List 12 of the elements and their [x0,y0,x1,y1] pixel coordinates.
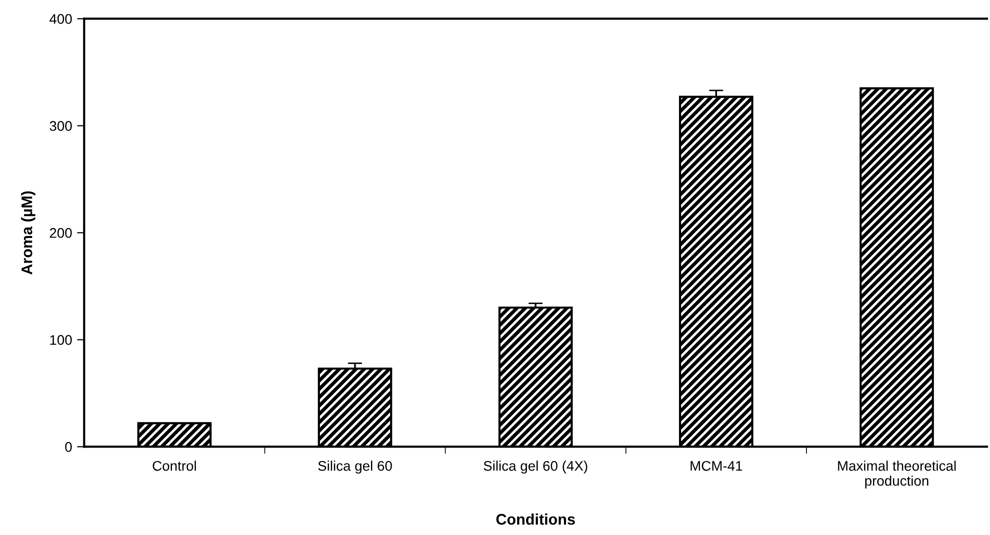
y-axis-title: Aroma (µM) [21,191,36,275]
y-tick-label: 100 [50,335,72,345]
x-tick-label: MCM-41 [690,460,742,471]
y-tick-label: 400 [49,14,72,24]
x-tick-label: Silica gel 60 (4X) [484,460,588,474]
y-tick-label: 0 [65,442,72,452]
x-tick-label: Control [152,460,196,471]
x-tick-label: Silica gel 60 [318,460,392,474]
y-tick-label: 300 [50,121,72,131]
x-tick-label: Maximal theoretical production [838,460,956,489]
y-tick-label: 200 [50,228,72,238]
x-axis-title: Conditions [496,514,575,525]
